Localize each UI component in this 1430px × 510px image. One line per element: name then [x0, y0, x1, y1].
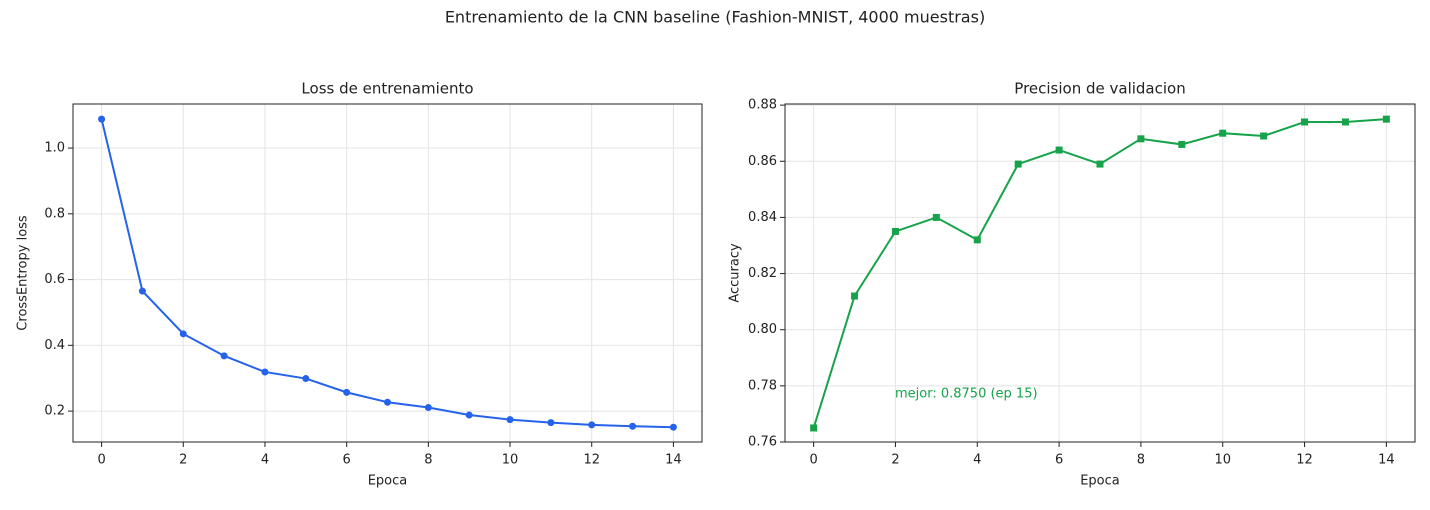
x-tick-label: 10: [1214, 453, 1231, 468]
marker: [302, 375, 310, 383]
x-axis-label: Epoca: [368, 474, 408, 489]
data-line: [100, 118, 674, 429]
marker: [1260, 132, 1268, 140]
y-tick-label: 0.82: [748, 266, 777, 281]
y-tick-label: 0.76: [748, 435, 777, 450]
x-tick-label: 0: [809, 453, 817, 468]
x-tick-label: 2: [179, 453, 187, 468]
x-tick-label: 2: [891, 453, 899, 468]
y-axis-label: Accuracy: [728, 243, 743, 303]
marker: [629, 422, 637, 430]
marker: [588, 421, 596, 429]
y-axis-label: CrossEntropy loss: [16, 215, 31, 331]
x-tick-label: 6: [1055, 453, 1063, 468]
x-tick-label: 8: [1137, 453, 1145, 468]
marker: [1096, 160, 1104, 168]
marker: [547, 419, 555, 427]
marker: [1055, 146, 1063, 154]
marker: [851, 292, 859, 300]
x-tick-label: 12: [583, 453, 600, 468]
x-tick-label: 0: [97, 453, 105, 468]
x-tick-label: 4: [261, 453, 269, 468]
y-tick-label: 0.84: [748, 210, 777, 225]
y-tick-label: 0.2: [44, 404, 65, 419]
x-tick-label: 14: [1378, 453, 1395, 468]
marker: [1014, 160, 1022, 168]
x-tick-label: 12: [1296, 453, 1313, 468]
marker: [465, 411, 473, 419]
marker: [343, 388, 351, 396]
x-tick-label: 14: [665, 453, 682, 468]
marker: [138, 287, 146, 295]
x-tick-label: 6: [343, 453, 351, 468]
marker: [1341, 118, 1349, 126]
axes-frame: [784, 103, 1416, 443]
marker: [384, 398, 391, 406]
marker: [506, 416, 514, 424]
y-tick-label: 0.6: [44, 272, 65, 287]
y-tick-label: 0.8: [44, 206, 65, 221]
marker: [1382, 115, 1390, 123]
annotation: mejor: 0.8750 (ep 15): [895, 387, 1038, 402]
marker: [932, 213, 940, 221]
marker: [179, 330, 187, 338]
y-tick-label: 0.4: [44, 338, 65, 353]
marker: [810, 424, 818, 432]
axes-title: Precision de validacion: [1014, 80, 1185, 98]
x-tick-label: 4: [973, 453, 981, 468]
marker: [1301, 118, 1309, 126]
y-tick-label: 0.80: [748, 322, 777, 337]
marker: [1219, 129, 1227, 137]
marker: [98, 115, 106, 123]
axes-frame: [72, 103, 703, 443]
marker: [220, 352, 228, 360]
axes-title: Loss de entrenamiento: [301, 80, 473, 98]
marker: [669, 423, 677, 431]
y-tick-label: 0.78: [748, 378, 777, 393]
x-tick-label: 8: [424, 453, 432, 468]
x-axis-label: Epoca: [1080, 474, 1120, 489]
marker: [973, 236, 981, 244]
y-tick-label: 0.88: [748, 98, 777, 113]
x-tick-label: 10: [502, 453, 519, 468]
marker: [261, 368, 269, 376]
marker: [424, 403, 432, 411]
marker: [1137, 135, 1145, 143]
marker: [891, 227, 899, 235]
y-tick-label: 0.86: [748, 154, 777, 169]
figure-title: Entrenamiento de la CNN baseline (Fashio…: [445, 8, 985, 27]
y-tick-label: 1.0: [44, 141, 65, 156]
marker: [1178, 140, 1186, 148]
